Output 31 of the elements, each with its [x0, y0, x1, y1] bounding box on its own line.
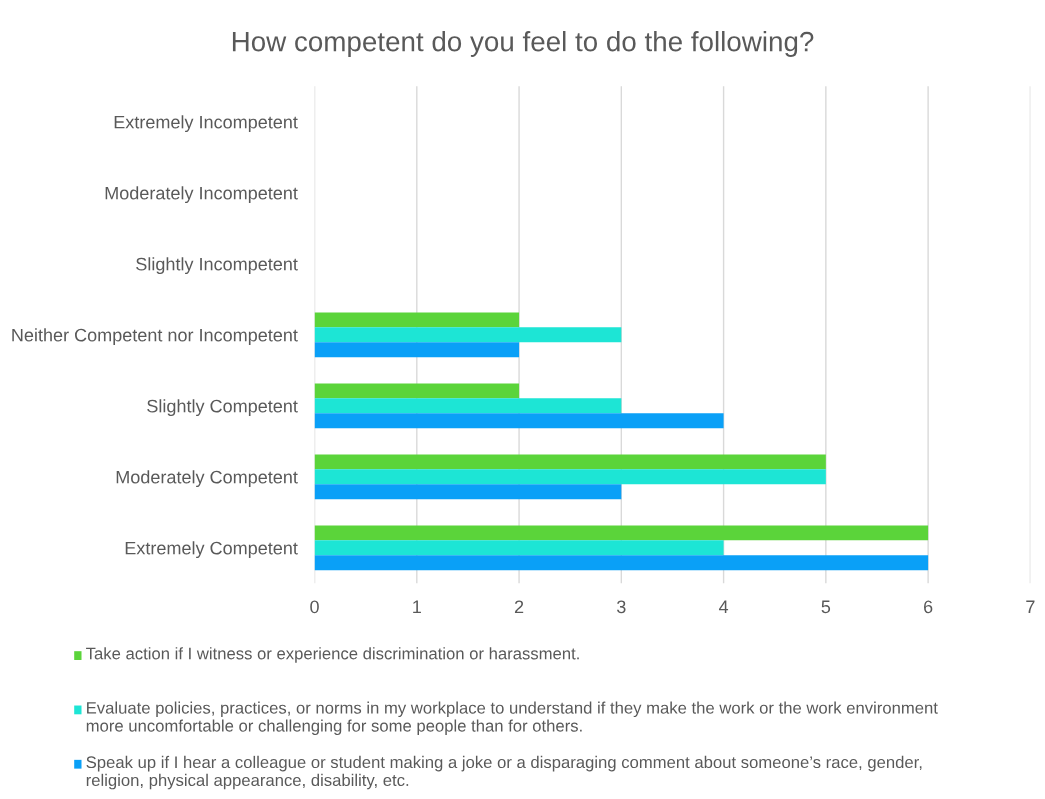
bar: [314, 525, 929, 541]
bar: [314, 469, 826, 485]
x-tick-label: 7: [1026, 600, 1035, 614]
x-tick-label: 2: [514, 600, 524, 614]
bar: [314, 484, 622, 500]
y-tick-label: Slightly Incompetent: [136, 257, 298, 275]
y-tick-label: Extremely Competent: [125, 541, 298, 559]
y-tick-label: Extremely Incompetent: [114, 115, 298, 133]
x-tick-label: 5: [821, 600, 831, 614]
bar: [314, 327, 622, 343]
x-tick-label: 4: [718, 600, 729, 614]
bar: [314, 383, 520, 399]
y-tick-label: Slightly Competent: [147, 399, 298, 417]
x-tick-label: 1: [413, 600, 421, 614]
y-tick-label: Neither Competent nor Incompetent: [12, 328, 298, 346]
bar: [314, 540, 724, 556]
x-tick-label: 0: [310, 600, 319, 614]
bar: [314, 454, 826, 470]
y-tick-label: Moderately Incompetent: [105, 186, 298, 204]
bar: [314, 413, 724, 429]
bar: [314, 555, 929, 571]
bar: [314, 342, 520, 358]
chart-title: How competent do you feel to do the following?: [232, 31, 814, 57]
legend-label: Take action if I witness or experience discrimination or harassment.: [86, 647, 579, 663]
y-tick-label: Moderately Competent: [116, 470, 298, 488]
bar: [314, 398, 622, 414]
legend-label: Speak up if I hear a colleague or student making a joke or a disparaging comment about someone’s race, gender, religion, physical appearance, disability, etc.: [86, 755, 922, 790]
x-tick-label: 3: [617, 600, 626, 614]
bar: [314, 312, 520, 328]
x-tick-label: 6: [924, 600, 933, 614]
legend-label: Evaluate policies, practices, or norms in my workplace to understand if they make the work or the work environment more uncomfortable or challenging for some people than for others.: [86, 701, 938, 736]
